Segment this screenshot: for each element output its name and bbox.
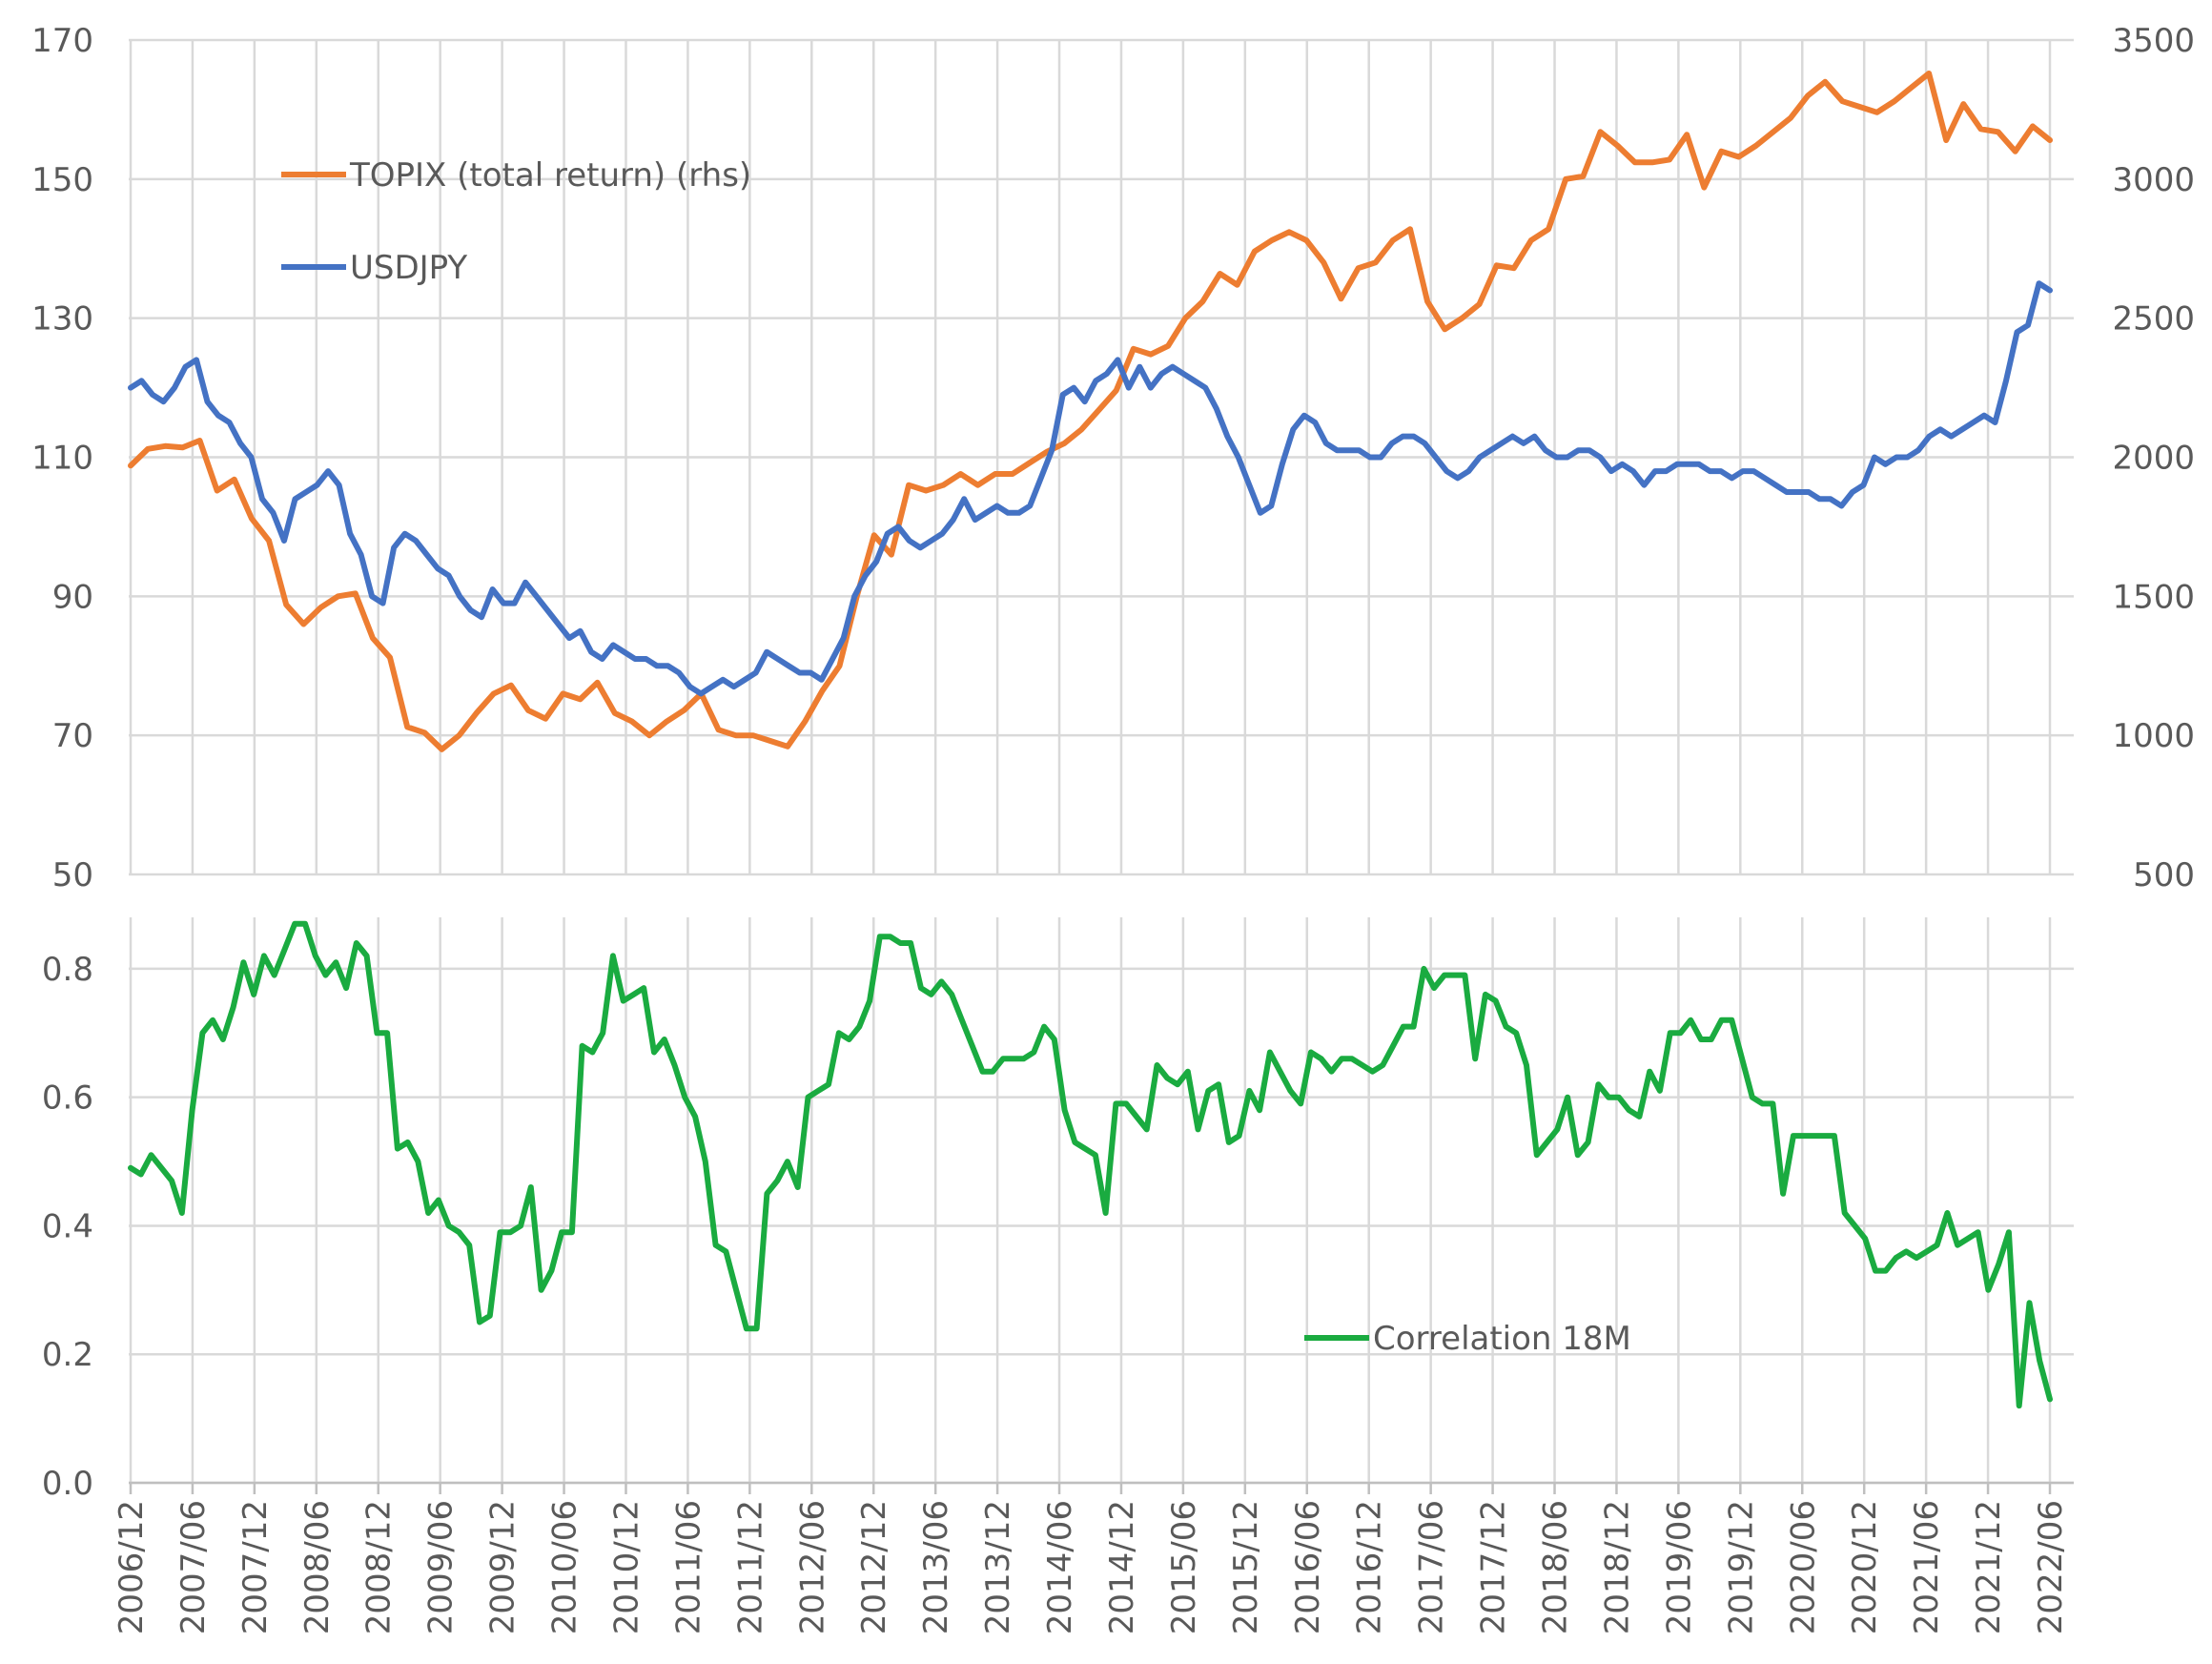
- y-bottom-tick-label: 0.4: [42, 1207, 93, 1245]
- x-tick-label: 2014/06: [1041, 1500, 1079, 1634]
- y-bottom-tick-label: 0.6: [42, 1079, 93, 1118]
- x-tick-label: 2020/12: [1846, 1500, 1884, 1634]
- x-tick-label: 2009/12: [484, 1500, 522, 1634]
- x-tick-label: 2020/06: [1784, 1500, 1822, 1634]
- x-tick-label: 2012/06: [793, 1500, 831, 1634]
- y-right-tick-label: 3000: [2112, 161, 2195, 199]
- y-bottom-tick-label: 0.2: [42, 1336, 93, 1374]
- x-tick-label: 2010/06: [546, 1500, 584, 1634]
- y-right-tick-label: 1500: [2112, 578, 2195, 616]
- legend-topix-label: TOPIX (total return) (rhs): [349, 156, 751, 195]
- x-tick-label: 2006/12: [113, 1500, 151, 1634]
- x-tick-label: 2019/06: [1660, 1500, 1698, 1634]
- x-tick-label: 2017/12: [1475, 1500, 1513, 1634]
- y-left-tick-label: 110: [31, 440, 93, 478]
- x-tick-label: 2017/06: [1413, 1500, 1451, 1634]
- y-right-tick-label: 3500: [2112, 22, 2195, 60]
- usdjpy-series-line: [128, 280, 2053, 697]
- x-tick-label: 2009/06: [422, 1500, 461, 1634]
- x-tick-label: 2011/12: [731, 1500, 769, 1634]
- y-right-tick-label: 2000: [2112, 440, 2195, 478]
- y-bottom-tick-label: 0.0: [42, 1465, 93, 1503]
- x-tick-label: 2015/06: [1165, 1500, 1203, 1634]
- x-tick-label: 2007/12: [236, 1500, 275, 1634]
- x-tick-label: 2012/12: [855, 1500, 893, 1634]
- x-tick-label: 2018/06: [1537, 1500, 1575, 1634]
- x-tick-label: 2008/12: [360, 1500, 399, 1634]
- x-tick-label: 2011/06: [669, 1500, 707, 1634]
- x-tick-label: 2008/06: [298, 1500, 337, 1634]
- y-right-tick-label: 2500: [2112, 300, 2195, 339]
- legend-usdjpy-label: USDJPY: [350, 249, 467, 287]
- x-tick-label: 2007/06: [174, 1500, 213, 1634]
- legend-layer: TOPIX (total return) (rhs) USDJPY Correlat…: [281, 156, 1631, 1358]
- x-tick-label: 2010/12: [607, 1500, 645, 1634]
- y-bottom-tick-label: 0.8: [42, 951, 93, 989]
- x-tick-label: 2016/06: [1289, 1500, 1327, 1634]
- y-right-tick-label: 500: [2133, 856, 2195, 894]
- x-tick-label: 2022/06: [2032, 1500, 2070, 1634]
- x-tick-label: 2016/12: [1351, 1500, 1389, 1634]
- x-tick-label: 2014/12: [1103, 1500, 1141, 1634]
- x-tick-label: 2021/12: [1970, 1500, 2008, 1634]
- grid-layer: [129, 38, 2074, 1485]
- y-left-tick-label: 90: [52, 578, 93, 616]
- x-tick-label: 2021/06: [1908, 1500, 1946, 1634]
- x-tick-label: 2013/12: [979, 1500, 1017, 1634]
- x-tick-label: 2013/06: [917, 1500, 955, 1634]
- y-left-tick-label: 70: [52, 717, 93, 755]
- y-left-tick-label: 170: [31, 22, 93, 60]
- y-left-tick-label: 150: [31, 161, 93, 199]
- series-layer: [128, 71, 2053, 1409]
- correlation-series-line: [128, 920, 2053, 1409]
- x-tick-label: 2015/12: [1227, 1500, 1265, 1634]
- topix-series-line: [128, 71, 2053, 752]
- y-right-tick-label: 1000: [2112, 717, 2195, 755]
- legend-correlation-label: Correlation 18M: [1373, 1320, 1631, 1358]
- x-tick-label: 2018/12: [1598, 1500, 1636, 1634]
- x-tick-label: 2019/12: [1722, 1500, 1760, 1634]
- y-left-tick-label: 130: [31, 300, 93, 339]
- y-left-tick-label: 50: [52, 856, 93, 894]
- axis-layer: 50 70 90 110 130 150 170 500 1000 1500 2000 2500 300…: [31, 22, 2195, 1634]
